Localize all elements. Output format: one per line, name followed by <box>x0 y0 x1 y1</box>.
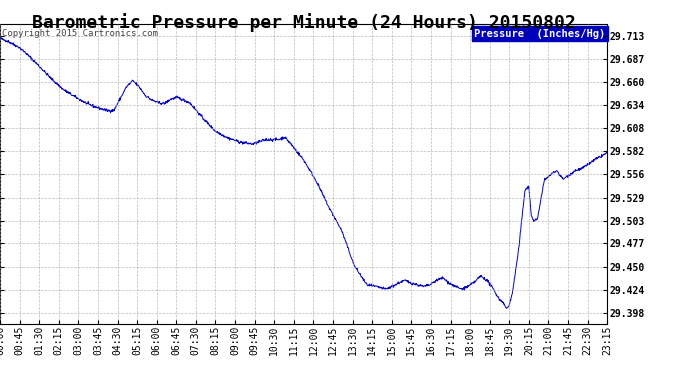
Text: Pressure  (Inches/Hg): Pressure (Inches/Hg) <box>474 29 605 39</box>
Text: Copyright 2015 Cartronics.com: Copyright 2015 Cartronics.com <box>2 29 158 38</box>
Text: Barometric Pressure per Minute (24 Hours) 20150802: Barometric Pressure per Minute (24 Hours… <box>32 13 575 32</box>
